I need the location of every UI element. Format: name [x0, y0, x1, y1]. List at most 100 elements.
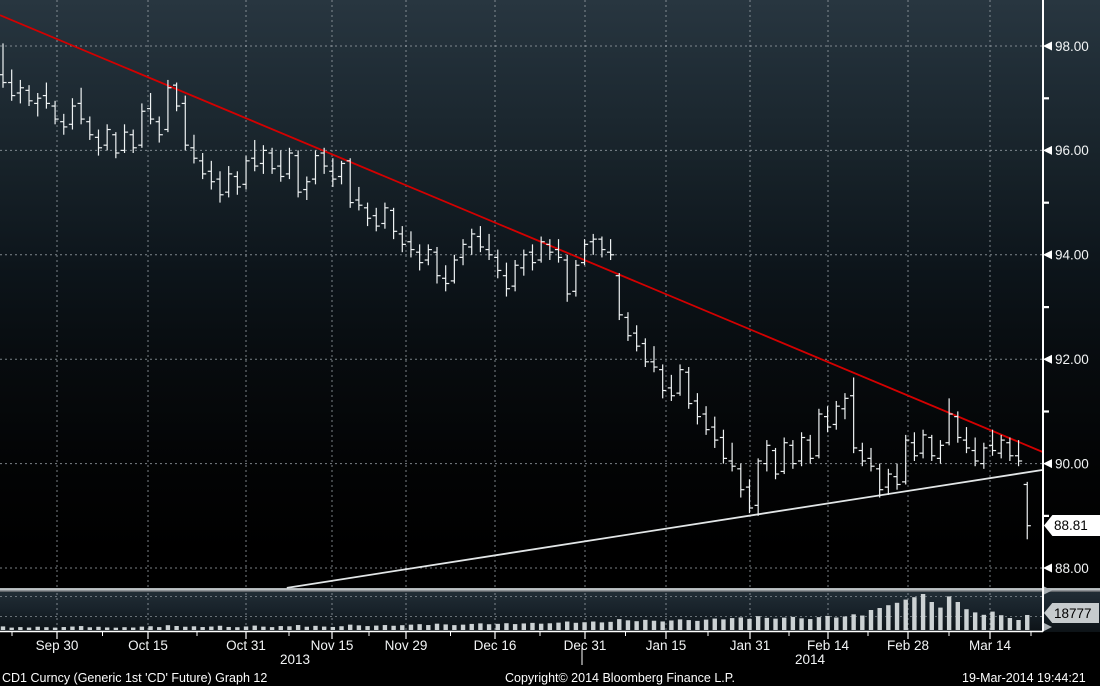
volume-bar [972, 612, 978, 630]
volume-bar [226, 626, 231, 630]
volume-bar [790, 616, 796, 630]
volume-bar [886, 605, 891, 630]
volume-bar [148, 626, 153, 630]
volume-bar [452, 625, 457, 630]
volume-bar [782, 617, 787, 630]
volume-bar [426, 625, 431, 630]
panel-separator[interactable] [0, 588, 1100, 592]
volume-bar [365, 626, 370, 630]
price-tick-label: 88.00 [1055, 561, 1089, 576]
volume-bar [729, 618, 735, 630]
year-label: 2013 [280, 652, 310, 667]
volume-bar [538, 623, 544, 630]
date-label: Nov 15 [311, 638, 354, 653]
volume-bar [677, 619, 683, 630]
price-tick-label: 92.00 [1055, 352, 1089, 367]
trendline-resistance [0, 14, 1044, 453]
volume-bar [851, 614, 856, 630]
volume-bar [139, 626, 145, 630]
volume-bar [9, 627, 14, 630]
volume-bar [738, 617, 743, 630]
status-bar: CD1 Curncy (Generic 1st 'CD' Future) Gra… [0, 668, 1100, 686]
volume-bar [712, 618, 717, 630]
volume-bar [330, 626, 336, 630]
volume-bar [104, 627, 110, 630]
volume-bar [391, 625, 396, 630]
volume-bar [434, 623, 440, 630]
volume-bar [1025, 614, 1030, 630]
price-tick-arrow [1043, 459, 1052, 469]
price-minor-tick [1043, 410, 1049, 413]
volume-bar [868, 610, 874, 630]
volume-bar [764, 617, 770, 630]
volume-bar [382, 625, 388, 630]
volume-bar [669, 620, 674, 630]
volume-bar [617, 619, 622, 630]
volume-bar [313, 625, 318, 630]
volume-bar [35, 626, 40, 630]
volume-bar [348, 624, 353, 630]
date-label: Nov 29 [385, 638, 428, 653]
price-tick-arrow [1043, 41, 1052, 51]
volume-bar [755, 616, 761, 630]
volume-bar [61, 627, 66, 630]
volume-bar [356, 625, 362, 630]
volume-bar [339, 626, 344, 630]
volume-bar [209, 626, 214, 630]
volume-bar [920, 594, 926, 630]
date-label: Mar 14 [969, 638, 1012, 653]
volume-bar [460, 624, 466, 630]
chart-plot-area[interactable]: 98.00 96.00 94.00 92.00 90.00 88.00 Sep 30 Oct … [0, 0, 1100, 668]
volume-bar [131, 627, 136, 630]
volume-bar [321, 626, 327, 630]
volume-bar [443, 624, 448, 630]
date-label: Feb 28 [887, 638, 929, 653]
volume-bar [304, 626, 309, 630]
volume-bar [374, 625, 379, 630]
volume-bar [261, 626, 266, 630]
volume-bar [686, 620, 691, 630]
volume-bar [842, 616, 848, 630]
volume-bar [625, 620, 631, 630]
volume-bar [0, 626, 6, 630]
volume-bar [44, 627, 49, 630]
volume-bar [486, 624, 492, 630]
volume-bar [96, 626, 101, 630]
volume-bar [721, 619, 726, 630]
volume-bar [660, 621, 665, 630]
volume-bar [981, 614, 987, 630]
price-minor-tick [1043, 514, 1049, 517]
volume-bar [52, 627, 58, 630]
volume-bar [877, 608, 882, 630]
volume-bar [573, 622, 579, 630]
volume-bar [278, 626, 283, 630]
volume-bar [235, 627, 240, 630]
volume-bar [113, 627, 119, 630]
volume-bar [1016, 620, 1021, 630]
volume-bar [912, 597, 917, 630]
volume-bar [122, 627, 127, 630]
volume-bar [825, 615, 830, 630]
date-label: Jan 15 [646, 638, 687, 653]
volume-bar [599, 622, 605, 630]
volume-bar [243, 626, 249, 630]
price-minor-tick [1043, 97, 1049, 100]
volume-bar [860, 615, 865, 630]
volume-bar [799, 618, 804, 630]
volume-bar [26, 627, 32, 630]
volume-bar [643, 619, 648, 630]
price-tick-arrow [1043, 250, 1052, 260]
volume-bar [894, 602, 900, 630]
volume-axis-arrow [1044, 623, 1052, 631]
date-label: Dec 31 [564, 638, 607, 653]
date-label: Oct 15 [128, 638, 168, 653]
last-volume-tag: 18777 [1044, 603, 1099, 623]
volume-bar [565, 621, 570, 630]
volume-bar [495, 623, 500, 630]
volume-bar [808, 619, 813, 630]
volume-bar [964, 609, 969, 630]
volume-bar [1007, 618, 1013, 630]
date-label: Sep 30 [36, 638, 79, 653]
volume-bar [78, 626, 84, 630]
